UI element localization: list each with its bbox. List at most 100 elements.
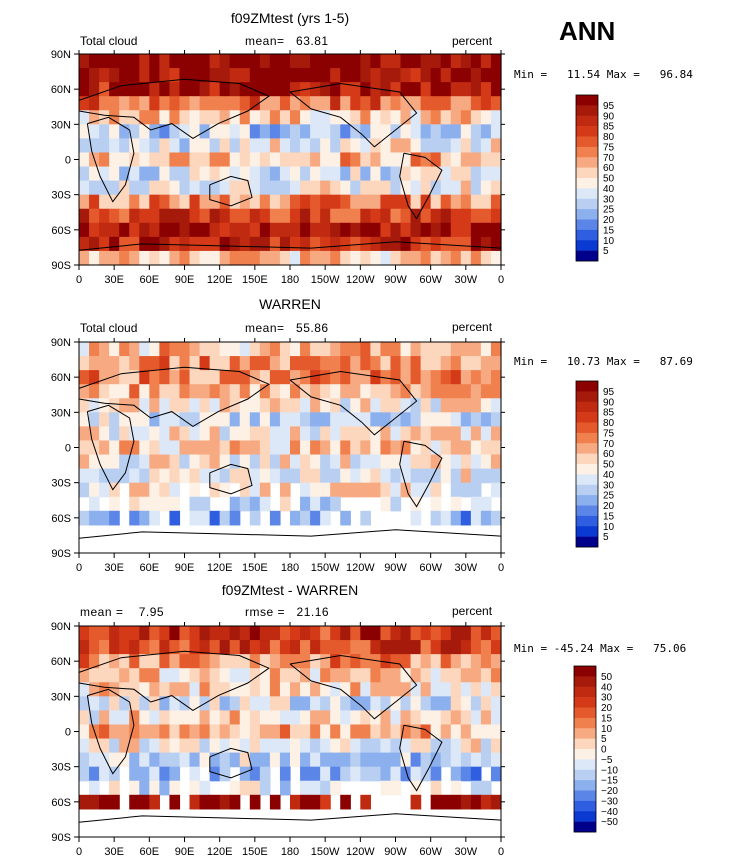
field-cell: [470, 794, 482, 810]
field-cell: [320, 166, 331, 182]
field-cell: [400, 166, 412, 182]
min-value: 11.54: [567, 68, 601, 81]
field-cell: [360, 738, 371, 754]
field-cell: [139, 738, 150, 754]
field-cell: [290, 370, 301, 385]
field-cell: [109, 510, 120, 526]
field-cell: [209, 124, 221, 139]
field-cell: [259, 356, 271, 371]
field-cell: [330, 398, 341, 413]
colorbar-label: 70: [603, 153, 615, 164]
field-cell: [109, 496, 120, 512]
field-cell: [199, 668, 211, 683]
field-cell: [189, 752, 201, 768]
field-cell: [149, 654, 160, 669]
field-cell: [400, 482, 412, 498]
field-cell: [440, 794, 452, 810]
field-cell: [290, 752, 301, 768]
field-cell: [269, 640, 281, 655]
field-cell: [470, 194, 482, 210]
field-cell: [79, 724, 90, 740]
field-cell: [149, 110, 160, 125]
coastline: [399, 440, 443, 508]
field-cell: [129, 82, 140, 97]
field-cell: [219, 356, 231, 371]
field-cell: [209, 236, 221, 252]
field-cell: [350, 654, 361, 669]
field-cell: [249, 454, 261, 470]
field-cell: [430, 710, 442, 726]
field-cell: [249, 222, 261, 238]
field-cell: [340, 766, 351, 782]
variable-label: Total cloud: [80, 321, 138, 335]
max-label: Max =: [606, 355, 640, 368]
field-cell: [189, 626, 201, 641]
field-cell: [470, 384, 482, 399]
field-cell: [79, 482, 90, 498]
y-tick-label: 90S: [51, 260, 71, 272]
field-cell: [269, 738, 281, 754]
field-cell: [129, 654, 140, 669]
coastline: [399, 152, 443, 220]
field-cell: [99, 250, 110, 266]
colorbar-swatch: [576, 495, 598, 506]
field-cell: [229, 152, 241, 168]
field-cell: [79, 370, 90, 385]
field-cell: [109, 766, 120, 782]
field-cell: [480, 166, 492, 182]
field-cell: [129, 766, 140, 782]
field-cell: [119, 110, 130, 125]
field-cell: [159, 482, 171, 498]
field-cell: [460, 124, 472, 139]
colorbar-label: −50: [601, 817, 618, 828]
field-cell: [239, 208, 251, 224]
field-cell: [480, 398, 492, 413]
field-cell: [460, 398, 472, 413]
field-cell: [199, 682, 211, 697]
field-cell: [450, 208, 462, 224]
field-cell: [259, 96, 271, 111]
field-cell: [490, 68, 502, 83]
field-cell: [320, 68, 331, 83]
field-cell: [370, 54, 382, 69]
field-cell: [290, 110, 301, 125]
field-cell: [239, 682, 251, 697]
field-cell: [320, 780, 331, 796]
field-cell: [460, 166, 472, 182]
field-cell: [300, 468, 311, 484]
field-cell: [249, 250, 261, 266]
field-cell: [360, 208, 371, 224]
x-tick-label: 30E: [104, 274, 124, 286]
field-cell: [440, 640, 452, 655]
field-cell: [139, 138, 150, 154]
field-cell: [370, 222, 382, 238]
field-cell: [490, 766, 502, 782]
field-cell: [149, 222, 160, 238]
field-cell: [340, 682, 351, 697]
field-cell: [490, 510, 502, 526]
field-cell: [430, 496, 442, 512]
field-cell: [380, 342, 392, 357]
field-cell: [400, 250, 412, 266]
field-cell: [169, 440, 181, 456]
field-cell: [490, 440, 502, 456]
field-cell: [330, 356, 341, 371]
field-cell: [169, 194, 181, 210]
x-tick-label: 0: [498, 846, 504, 858]
field-cell: [470, 780, 482, 796]
field-cell: [290, 724, 301, 740]
field-cell: [189, 640, 201, 655]
colorbar-label: 5: [603, 532, 609, 543]
colorbar-label: −30: [601, 796, 618, 807]
field-cell: [350, 668, 361, 683]
field-cell: [239, 468, 251, 484]
field-cell: [390, 342, 402, 357]
field-cell: [490, 208, 502, 224]
field-cell: [79, 384, 90, 399]
field-cell: [139, 724, 150, 740]
x-tick-label: 90E: [175, 562, 195, 574]
field-cell: [370, 124, 382, 139]
field-cell: [89, 398, 100, 413]
field-cell: [360, 668, 371, 683]
field-cell: [480, 138, 492, 154]
